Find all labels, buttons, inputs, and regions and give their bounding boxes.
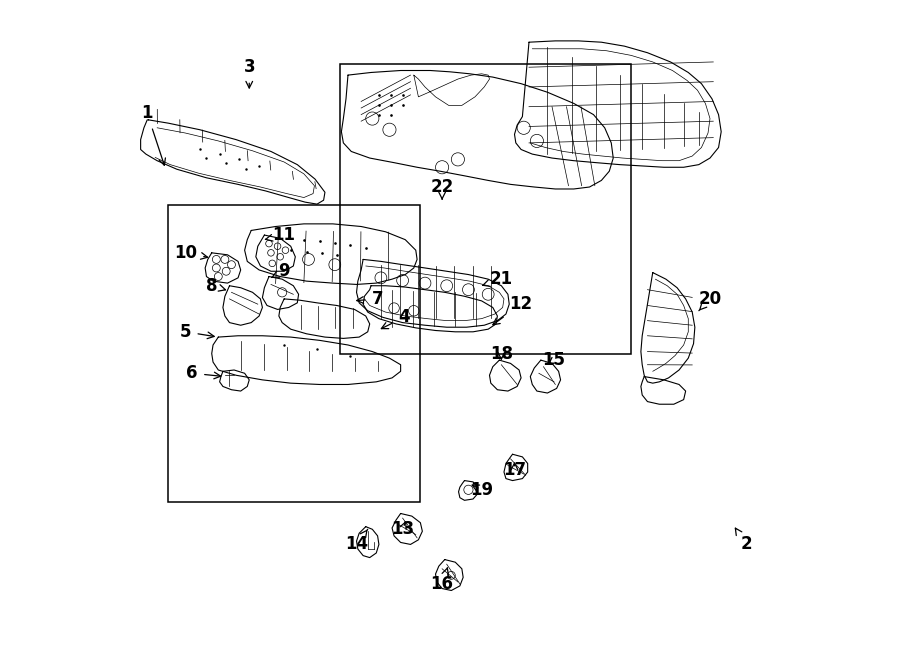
Text: 15: 15 [543, 351, 565, 369]
Text: 20: 20 [698, 290, 722, 311]
Text: 11: 11 [266, 226, 295, 244]
Text: 21: 21 [482, 270, 513, 288]
Text: 17: 17 [503, 461, 526, 479]
Text: 14: 14 [345, 529, 368, 553]
Text: 1: 1 [141, 104, 166, 165]
Text: 12: 12 [493, 295, 533, 325]
Text: 2: 2 [735, 528, 752, 553]
Text: 13: 13 [391, 520, 414, 538]
Text: 6: 6 [186, 364, 220, 382]
Bar [168, 206, 420, 502]
Text: 5: 5 [180, 323, 214, 341]
Text: 7: 7 [356, 290, 383, 308]
Text: 8: 8 [206, 277, 226, 295]
Text: 16: 16 [430, 568, 454, 593]
Text: 4: 4 [382, 308, 410, 329]
Text: 18: 18 [490, 344, 513, 362]
Bar [340, 64, 631, 354]
Text: 9: 9 [272, 262, 290, 280]
Text: 22: 22 [430, 178, 454, 199]
Text: 3: 3 [243, 58, 255, 88]
Text: 10: 10 [174, 244, 208, 262]
Text: 19: 19 [470, 481, 493, 499]
